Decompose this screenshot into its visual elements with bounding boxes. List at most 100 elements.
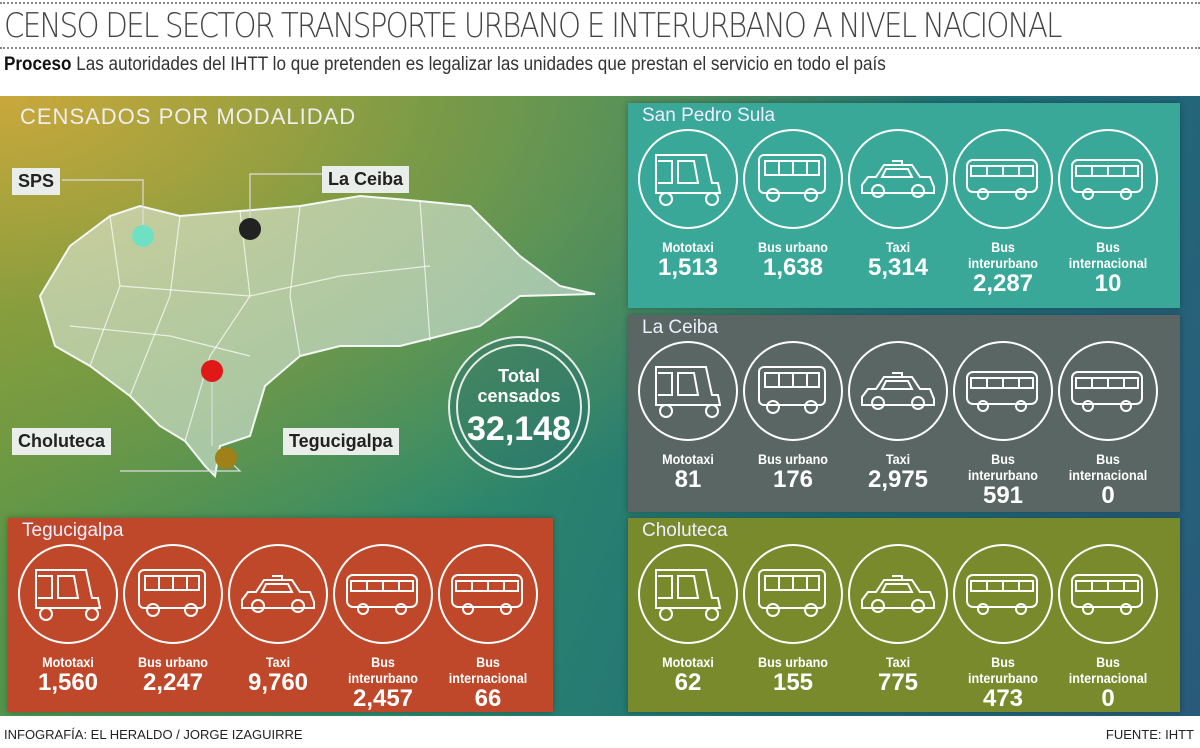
vehicle-count: 473 [982, 685, 1024, 712]
bus-icon [123, 544, 223, 644]
source: FUENTE: IHTT [1105, 727, 1194, 742]
vehicle-count: 1,560 [37, 669, 99, 696]
vehicle-label: Mototaxi [662, 239, 714, 255]
coach-icon [953, 544, 1053, 644]
vehicle-label: Bus urbano [137, 654, 209, 670]
vehicle-label: Bus internacional [1068, 654, 1148, 686]
panel-title: La Ceiba [642, 317, 719, 338]
vehicle-count: 9,760 [247, 669, 309, 696]
panel-title: Tegucigalpa [22, 520, 124, 541]
vehicle-stat-mototaxi: Mototaxi 62 [636, 544, 740, 696]
mototaxi-icon [638, 129, 738, 229]
vehicle-count: 2,287 [972, 270, 1034, 297]
vehicle-count: 2,975 [867, 466, 929, 493]
vehicle-count: 62 [674, 669, 702, 696]
bus-icon [743, 129, 843, 229]
honduras-map [38, 173, 596, 479]
coach-icon [1058, 129, 1158, 229]
vehicle-stat-taxi: Taxi 5,314 [846, 129, 950, 281]
panel-san-pedro-sula: San Pedro Sula Mototaxi 1,513 Bus urbano… [628, 103, 1180, 308]
vehicle-stat-mototaxi: Mototaxi 81 [636, 341, 740, 493]
vehicle-label: Taxi [885, 239, 911, 255]
vehicle-stat-taxi: Taxi 2,975 [846, 341, 950, 493]
map-label-choluteca: Choluteca [12, 428, 112, 455]
subtitle-lead: Proceso [4, 54, 72, 75]
taxi-icon [848, 129, 948, 229]
vehicle-label: Bus internacional [1068, 239, 1148, 271]
vehicle-stat-bus-interurbano: Bus interurbano 2,287 [951, 129, 1055, 297]
panel-title: Choluteca [642, 520, 728, 541]
vehicle-count: 1,513 [657, 254, 719, 281]
vehicle-label: Bus internacional [1068, 451, 1148, 483]
vehicle-count: 176 [772, 466, 814, 493]
vehicle-count: 2,247 [142, 669, 204, 696]
country-shape [38, 194, 596, 479]
pin-la-ceiba [239, 218, 261, 240]
vehicle-label: Bus interurbano [347, 654, 419, 686]
map-label-la-ceiba: La Ceiba [322, 166, 410, 193]
vehicle-label: Bus interurbano [967, 451, 1039, 483]
taxi-icon [848, 544, 948, 644]
panel-tegucigalpa: Tegucigalpa Mototaxi 1,560 Bus urbano 2,… [8, 518, 553, 712]
vehicle-stat-bus-internacional: Bus internacional 0 [1056, 544, 1160, 712]
vehicle-count: 155 [772, 669, 814, 696]
vehicle-label: Bus urbano [757, 654, 829, 670]
vehicle-label: Taxi [265, 654, 291, 670]
vehicle-stat-bus-urbano: Bus urbano 1,638 [741, 129, 845, 281]
vehicle-stat-bus-interurbano: Bus interurbano 2,457 [331, 544, 435, 712]
vehicle-label: Mototaxi [42, 654, 94, 670]
page-title: CENSO DEL SECTOR TRANSPORTE URBANO E INT… [4, 6, 1062, 46]
map-label-sps: SPS [12, 168, 61, 195]
map-label-tegucigalpa: Tegucigalpa [283, 428, 399, 455]
bus-icon [743, 544, 843, 644]
credit: INFOGRAFÍA: EL HERALDO / JORGE IZAGUIRRE [4, 727, 303, 742]
vehicle-count: 775 [877, 669, 919, 696]
coach-icon [1058, 544, 1158, 644]
panel-la-ceiba: La Ceiba Mototaxi 81 Bus urbano 176 Taxi… [628, 315, 1180, 512]
section-label: CENSADOS POR MODALIDAD [20, 104, 357, 129]
vehicle-stat-taxi: Taxi 775 [846, 544, 950, 696]
mototaxi-icon [18, 544, 118, 644]
vehicle-label: Bus urbano [757, 451, 829, 467]
vehicle-stat-bus-urbano: Bus urbano 176 [741, 341, 845, 493]
vehicle-stat-bus-interurbano: Bus interurbano 591 [951, 341, 1055, 509]
vehicle-label: Bus interurbano [967, 239, 1039, 271]
pin-sps [132, 225, 154, 247]
coach-icon [438, 544, 538, 644]
vehicle-stat-bus-internacional: Bus internacional 10 [1056, 129, 1160, 297]
vehicle-count: 0 [1101, 685, 1115, 712]
vehicle-count: 1,638 [762, 254, 824, 281]
vehicle-count: 81 [674, 466, 702, 493]
subtitle: Proceso Las autoridades del IHTT lo que … [4, 54, 886, 76]
taxi-icon [228, 544, 328, 644]
coach-icon [1058, 341, 1158, 441]
coach-icon [953, 129, 1053, 229]
vehicle-count: 10 [1094, 270, 1122, 297]
mototaxi-icon [638, 341, 738, 441]
vehicle-stat-bus-urbano: Bus urbano 155 [741, 544, 845, 696]
vehicle-stat-bus-internacional: Bus internacional 0 [1056, 341, 1160, 509]
vehicle-count: 2,457 [352, 685, 414, 712]
subtitle-text: Las autoridades del IHTT lo que pretende… [76, 54, 886, 75]
title-divider [0, 47, 1200, 49]
vehicle-stat-mototaxi: Mototaxi 1,513 [636, 129, 740, 281]
vehicle-stat-bus-interurbano: Bus interurbano 473 [951, 544, 1055, 712]
panel-title: San Pedro Sula [642, 105, 776, 126]
pin-tegucigalpa [201, 360, 223, 382]
panel-choluteca: Choluteca Mototaxi 62 Bus urbano 155 Tax… [628, 518, 1180, 712]
coach-icon [953, 341, 1053, 441]
top-divider [0, 2, 1200, 4]
vehicle-label: Taxi [885, 654, 911, 670]
coach-icon [333, 544, 433, 644]
vehicle-label: Mototaxi [662, 451, 714, 467]
mototaxi-icon [638, 544, 738, 644]
vehicle-label: Taxi [885, 451, 911, 467]
vehicle-stat-bus-urbano: Bus urbano 2,247 [121, 544, 225, 696]
total-badge: Total censados 32,148 [448, 336, 590, 478]
vehicle-label: Mototaxi [662, 654, 714, 670]
vehicle-stat-taxi: Taxi 9,760 [226, 544, 330, 696]
pin-choluteca [215, 447, 237, 469]
vehicle-count: 0 [1101, 482, 1115, 509]
vehicle-count: 591 [982, 482, 1024, 509]
vehicle-label: Bus interurbano [967, 654, 1039, 686]
